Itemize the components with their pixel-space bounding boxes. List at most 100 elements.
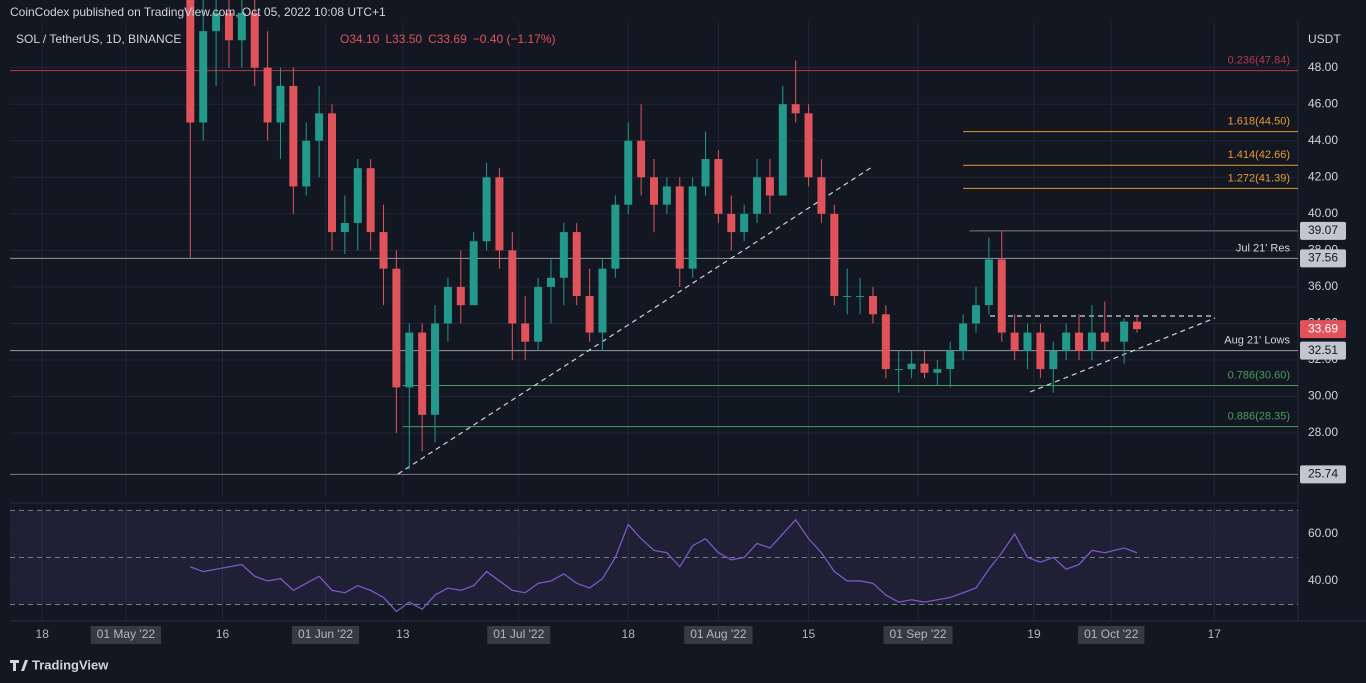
level-text: 1.618(44.50) xyxy=(1228,116,1290,128)
candle-body xyxy=(765,177,774,196)
candle-body xyxy=(392,268,401,388)
candle-body xyxy=(1049,350,1058,370)
level-badge xyxy=(1300,341,1346,360)
level-badge-text: 25.74 xyxy=(1308,467,1338,481)
level-badge xyxy=(1300,221,1346,240)
level-text: 0.786(30.60) xyxy=(1228,369,1290,381)
trendlines xyxy=(397,166,1216,475)
legend-value: C33.69 xyxy=(428,32,467,46)
candle-body xyxy=(534,286,543,342)
candle-body xyxy=(714,159,723,214)
x-tick-label-bg xyxy=(684,626,753,644)
candle-body xyxy=(972,305,980,324)
grid xyxy=(10,22,1298,620)
candle-body xyxy=(443,286,452,324)
level-badge-text: 32.51 xyxy=(1308,343,1338,357)
candle-body xyxy=(804,113,813,178)
candle-body xyxy=(237,12,246,41)
level-badge-text: 39.07 xyxy=(1308,223,1338,237)
candle-body xyxy=(650,177,658,205)
candle-body xyxy=(212,12,221,32)
levels: 0.236(47.84) 1.618(44.50) 1.414(42.66) 1.27… xyxy=(10,55,1298,475)
level-badge xyxy=(1300,249,1346,268)
level-text: Aug 21' Lows xyxy=(1224,335,1290,347)
candle-body xyxy=(1087,332,1096,351)
candle-body xyxy=(984,259,993,306)
candle-body xyxy=(585,296,594,333)
candle-body xyxy=(431,323,440,415)
candle-body xyxy=(315,113,324,141)
candle-body xyxy=(224,12,233,41)
candle-body xyxy=(701,159,710,187)
legend-value: O34.10 xyxy=(340,32,380,46)
y-tick-label: 42.00 xyxy=(1308,169,1338,183)
x-tick-label: 18 xyxy=(622,627,636,641)
price-badge-text: 33.69 xyxy=(1308,321,1338,335)
candles xyxy=(186,0,1141,470)
candle-body xyxy=(830,213,839,297)
rsi-tick-label: 40.00 xyxy=(1308,573,1338,587)
x-tick-label: 15 xyxy=(802,627,816,641)
candle-body xyxy=(199,31,208,123)
price-badge xyxy=(1300,320,1346,339)
candle-body xyxy=(946,350,955,370)
level-text: 1.272(41.39) xyxy=(1228,172,1290,184)
candle-body xyxy=(1023,332,1032,351)
candle-body xyxy=(495,177,504,251)
candle-body xyxy=(353,168,362,223)
level-text: 1.414(42.66) xyxy=(1228,149,1290,161)
candle-body xyxy=(817,177,826,214)
candle-body xyxy=(637,140,646,178)
candle-body xyxy=(1100,332,1109,342)
y-tick-label: 30.00 xyxy=(1308,389,1338,403)
candle-body xyxy=(959,323,968,351)
candle-body xyxy=(482,177,491,242)
x-tick-label: 13 xyxy=(396,627,410,641)
candle-body xyxy=(340,222,349,233)
candle-body xyxy=(881,314,890,370)
candle-body xyxy=(405,332,414,388)
candle-body xyxy=(521,323,530,342)
candle-body xyxy=(933,369,942,373)
candle-body xyxy=(856,296,865,298)
rsi-tick-label: 60.00 xyxy=(1308,526,1338,540)
candle-body xyxy=(1120,321,1129,342)
candle-body xyxy=(598,268,607,333)
candle-body xyxy=(469,241,478,306)
x-tick-label-bg xyxy=(292,626,360,644)
candle-body xyxy=(611,204,620,269)
trendline xyxy=(397,166,873,475)
x-tick-label-bg xyxy=(883,626,953,644)
trendline xyxy=(1029,317,1216,393)
candle-body xyxy=(276,85,285,123)
x-tick-label: 01 May '22 xyxy=(97,627,156,641)
axes: 18 01 May '22 16 01 Jun '22 13 01 Jul '22 18 01… xyxy=(36,60,1346,644)
rsi-line xyxy=(190,518,1138,613)
candle-body xyxy=(302,140,311,187)
candle-body xyxy=(559,232,568,278)
y-tick-label: 48.00 xyxy=(1308,60,1338,74)
candle-body xyxy=(920,363,929,373)
x-tick-label-bg xyxy=(90,626,162,644)
y-tick-label: 28.00 xyxy=(1308,425,1338,439)
y-tick-label: 40.00 xyxy=(1308,206,1338,220)
level-badge xyxy=(1300,465,1346,484)
candle-body xyxy=(997,259,1006,333)
candle-body xyxy=(379,232,388,269)
publisher: CoinCodex published on TradingView.com, … xyxy=(10,5,386,19)
candle-body xyxy=(263,67,272,123)
candle-body xyxy=(753,177,762,214)
candle-body xyxy=(1036,332,1045,370)
level-text: 0.886(28.35) xyxy=(1228,411,1290,423)
y-tick-label: 46.00 xyxy=(1308,96,1338,110)
x-tick-label: 18 xyxy=(36,627,50,641)
candle-body xyxy=(843,296,852,298)
candle-body xyxy=(868,296,877,315)
candle-body xyxy=(289,85,298,187)
y-tick-label: 44.00 xyxy=(1308,133,1338,147)
x-tick-label: 16 xyxy=(216,627,230,641)
level-badge-text: 37.56 xyxy=(1308,251,1338,265)
